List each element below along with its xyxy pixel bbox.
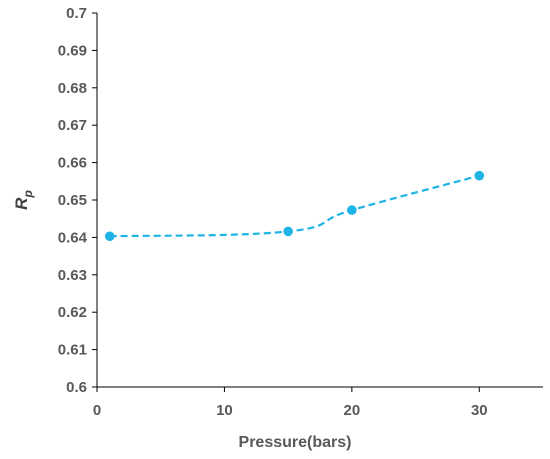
x-tick-label: 0 (93, 402, 101, 419)
y-axis-title-sub: p (21, 190, 35, 198)
data-point (104, 231, 115, 242)
series-line (109, 174, 480, 238)
x-ticks: 0 10 20 30 (93, 387, 488, 419)
y-tick-label: 0.63 (58, 267, 87, 284)
y-axis-title: Rp (12, 190, 35, 210)
y-tick-label: 0.64 (58, 229, 88, 246)
x-tick-label: 10 (216, 402, 233, 419)
y-ticks: 0.6 0.61 0.62 0.63 0.64 0.65 0.66 0.67 0.68 0.69 0… (58, 5, 97, 396)
y-tick-label: 0.66 (58, 155, 87, 172)
y-tick-label: 0.67 (58, 117, 87, 134)
y-tick-label: 0.61 (58, 342, 87, 359)
x-tick-label: 20 (344, 402, 361, 419)
data-point (474, 170, 485, 181)
x-axis-title: Pressure(bars) (239, 434, 352, 451)
data-point (347, 205, 357, 215)
y-tick-label: 0.7 (66, 5, 87, 22)
y-tick-label: 0.68 (58, 80, 87, 97)
y-tick-label: 0.62 (58, 304, 87, 321)
y-axis-title-main: R (12, 197, 31, 210)
x-tick-label: 30 (471, 402, 488, 419)
y-tick-label: 0.65 (58, 192, 87, 209)
y-tick-label: 0.69 (58, 42, 87, 59)
series (104, 170, 485, 242)
plot-area: 0.6 0.61 0.62 0.63 0.64 0.65 0.66 0.67 0.68 0.69 0… (58, 5, 543, 419)
y-tick-label: 0.6 (66, 379, 87, 396)
data-point (283, 226, 293, 237)
